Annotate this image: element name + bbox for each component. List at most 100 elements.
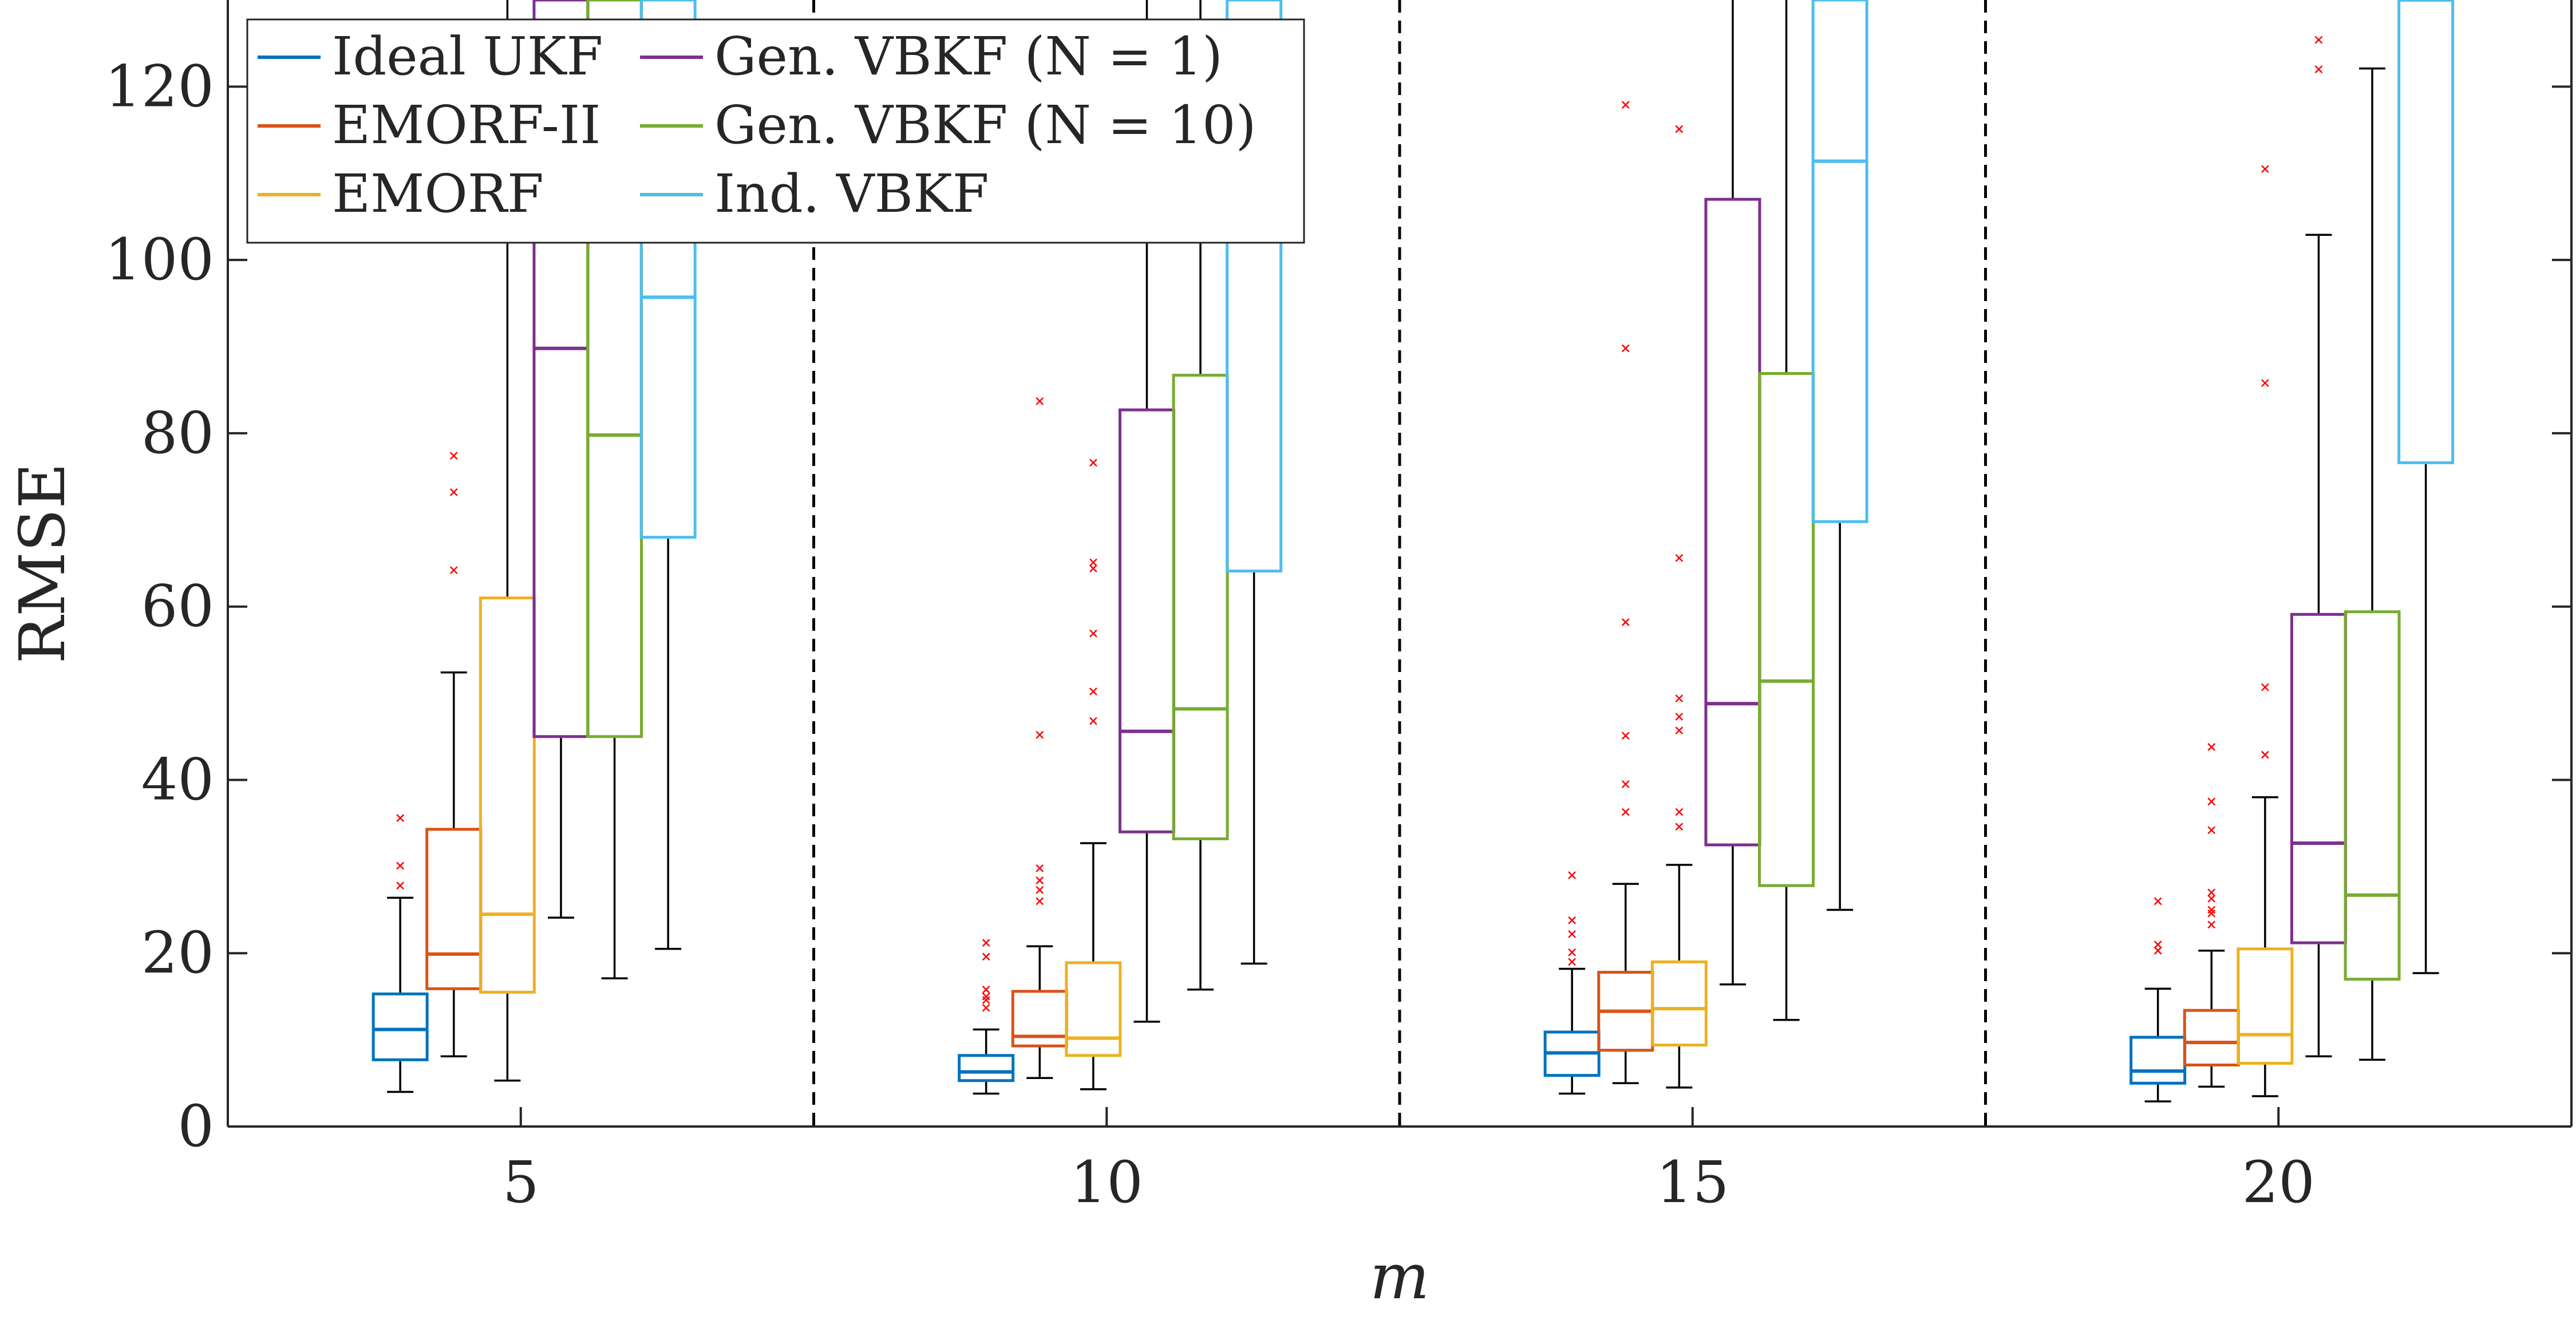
outlier-marker — [1089, 558, 1097, 567]
outlier-marker — [1675, 125, 1684, 133]
box-body — [372, 992, 429, 1061]
box-5-3 — [2397, 0, 2455, 974]
box-body — [1118, 408, 1175, 833]
box-1-2 — [1597, 101, 1654, 1085]
x-tick-label: 5 — [503, 1149, 539, 1216]
box-body — [2344, 610, 2401, 981]
outlier-marker — [2154, 940, 2162, 948]
legend-label: Ideal UKF — [332, 26, 603, 87]
box-5-2 — [1811, 0, 1868, 911]
box-0-3 — [2129, 897, 2187, 1102]
outlier-marker — [982, 1003, 990, 1012]
y-ticks: 0 20 40 60 80 100 120 — [105, 53, 2571, 1160]
outlier-marker — [449, 488, 458, 496]
box-body — [2290, 612, 2347, 944]
outlier-marker — [1036, 397, 1044, 405]
legend-label: EMORF-II — [332, 94, 601, 156]
box-0-1 — [958, 939, 1015, 1095]
outlier-marker — [2207, 888, 2216, 897]
outlier-marker — [2154, 897, 2162, 906]
outlier-marker — [1621, 344, 1630, 353]
legend-label: EMORF — [332, 163, 544, 224]
outlier-marker — [1675, 694, 1684, 703]
x-tick-label: 10 — [1070, 1149, 1143, 1216]
outlier-marker — [2207, 909, 2216, 918]
outlier-marker — [2207, 894, 2216, 903]
x-tick-label: 20 — [2242, 1149, 2315, 1216]
outlier-marker — [2154, 946, 2162, 955]
y-tick-label: 100 — [105, 226, 214, 293]
box-body — [2183, 1009, 2240, 1067]
box-1-0 — [425, 452, 483, 1058]
outlier-marker — [1036, 730, 1044, 739]
box-body — [958, 1054, 1015, 1082]
box-2-1 — [1065, 459, 1122, 1090]
x-axis-title: m — [1370, 1240, 1429, 1313]
outlier-marker — [1089, 629, 1097, 638]
axes — [227, 0, 2573, 1128]
outlier-marker — [1621, 101, 1630, 109]
outlier-marker — [2261, 750, 2269, 759]
outlier-marker — [1036, 876, 1044, 884]
legend-label: Ind. VBKF — [714, 163, 989, 224]
box-body — [479, 596, 536, 994]
y-tick-label: 60 — [141, 573, 214, 640]
outlier-marker — [1675, 823, 1684, 831]
outlier-marker — [1621, 618, 1630, 626]
box-0-0 — [372, 814, 429, 1093]
outlier-marker — [1568, 930, 1577, 938]
box-1-3 — [2183, 743, 2240, 1088]
x-ticks: 5 10 15 20 — [503, 1107, 2315, 1216]
outlier-marker — [2207, 743, 2216, 751]
outlier-marker — [1675, 808, 1684, 816]
outlier-marker — [2261, 379, 2269, 388]
outlier-marker — [449, 566, 458, 574]
outlier-marker — [1568, 871, 1577, 879]
outlier-marker — [1675, 726, 1684, 735]
outlier-marker — [1036, 897, 1044, 906]
box-3-2 — [1704, 0, 1761, 986]
outlier-marker — [1036, 864, 1044, 872]
outlier-marker — [1089, 459, 1097, 467]
outlier-marker — [1089, 564, 1097, 572]
y-tick-label: 80 — [141, 400, 214, 467]
box-body — [1758, 371, 1815, 887]
outlier-marker — [2261, 165, 2269, 173]
box-body — [1650, 960, 1708, 1047]
box-body — [1172, 373, 1229, 840]
legend: Ideal UKF EMORF-II EMORF Gen. VBKF (N = 1) G… — [246, 18, 1305, 244]
outlier-marker — [1675, 554, 1684, 562]
box-4-3 — [2344, 67, 2401, 1061]
legend-label: Gen. VBKF (N = 1) — [714, 26, 1223, 87]
outlier-marker — [1036, 886, 1044, 894]
outlier-marker — [396, 882, 405, 890]
outlier-marker — [1089, 717, 1097, 725]
outlier-marker — [982, 996, 990, 1004]
box-1-1 — [1011, 397, 1068, 1079]
outlier-marker — [982, 953, 990, 961]
y-tick-label: 40 — [141, 746, 214, 813]
box-body — [1704, 197, 1761, 847]
legend-box — [246, 18, 1305, 244]
outlier-marker — [982, 985, 990, 994]
outlier-marker — [2207, 920, 2216, 929]
legend-label: Gen. VBKF (N = 10) — [714, 94, 1256, 156]
outlier-marker — [1621, 808, 1630, 816]
outlier-marker — [2314, 65, 2323, 73]
y-tick-label: 120 — [105, 53, 214, 120]
outlier-marker — [1621, 780, 1630, 788]
box-body — [1226, 0, 1283, 573]
outlier-marker — [396, 861, 405, 870]
box-body — [2237, 947, 2294, 1065]
box-4-2 — [1758, 0, 1815, 1021]
y-tick-label: 20 — [141, 919, 214, 986]
outlier-marker — [2207, 797, 2216, 806]
outlier-marker — [2314, 35, 2323, 44]
y-axis-title: RMSE — [6, 463, 79, 663]
outlier-marker — [2207, 826, 2216, 835]
box-body — [1065, 961, 1122, 1057]
outlier-marker — [396, 814, 405, 822]
box-3-3 — [2290, 35, 2347, 1058]
outlier-marker — [1675, 713, 1684, 721]
box-body — [2397, 0, 2455, 464]
